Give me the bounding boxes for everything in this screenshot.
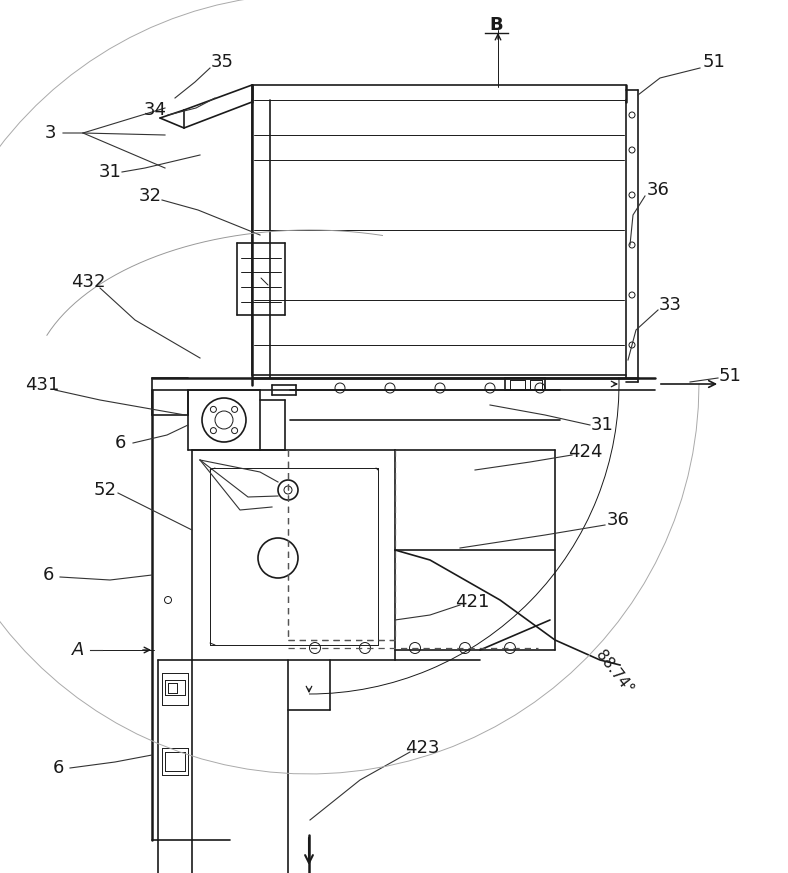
Text: 6: 6 [52, 759, 64, 777]
Text: 51: 51 [719, 367, 742, 385]
Text: 51: 51 [703, 53, 726, 71]
Text: 421: 421 [455, 593, 489, 611]
Text: 36: 36 [607, 511, 630, 529]
Text: 52: 52 [94, 481, 117, 499]
Text: 432: 432 [71, 273, 106, 291]
Text: 424: 424 [567, 443, 602, 461]
Text: 423: 423 [405, 739, 439, 757]
Text: 6: 6 [114, 434, 126, 452]
Text: 32: 32 [139, 187, 162, 205]
Text: 31: 31 [590, 416, 613, 434]
Text: 36: 36 [647, 181, 670, 199]
Text: 35: 35 [210, 53, 233, 71]
Text: 31: 31 [98, 163, 121, 181]
Text: 431: 431 [24, 376, 59, 394]
Text: 88.74°: 88.74° [593, 647, 636, 697]
Text: 6: 6 [43, 566, 54, 584]
Text: 3: 3 [44, 124, 56, 142]
Text: A: A [72, 641, 84, 659]
Text: 33: 33 [659, 296, 682, 314]
Text: 34: 34 [143, 101, 166, 119]
Text: B: B [489, 16, 503, 34]
